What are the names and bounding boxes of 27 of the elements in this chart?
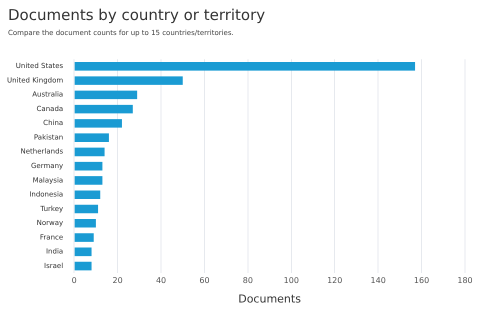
- bar: [74, 190, 100, 200]
- x-tick-label: 160: [414, 276, 430, 286]
- bar: [74, 119, 122, 128]
- x-tick-label: 140: [370, 276, 386, 286]
- bar: [74, 76, 183, 85]
- bar: [74, 248, 92, 256]
- bar: [74, 104, 133, 114]
- x-tick-label: 40: [156, 276, 166, 286]
- bar: [74, 233, 94, 242]
- bar: [74, 148, 105, 156]
- bar: [74, 90, 138, 100]
- x-tick-label: 120: [327, 276, 342, 286]
- bar: [74, 162, 102, 170]
- bar: [74, 262, 92, 270]
- x-tick-label: 100: [284, 276, 299, 286]
- x-tick-label: 0: [72, 276, 77, 286]
- bar: [74, 133, 109, 142]
- x-tick-label: 180: [457, 276, 473, 286]
- bar: [74, 204, 98, 214]
- x-tick-label: 60: [199, 276, 210, 286]
- x-tick-label: 20: [112, 276, 123, 286]
- x-axis-title: Documents: [238, 292, 302, 306]
- bar: [74, 176, 102, 185]
- bar: [74, 62, 416, 71]
- bar: [74, 218, 96, 228]
- chart-title: Documents by country or territory: [8, 6, 266, 24]
- x-tick-label: 80: [242, 276, 253, 286]
